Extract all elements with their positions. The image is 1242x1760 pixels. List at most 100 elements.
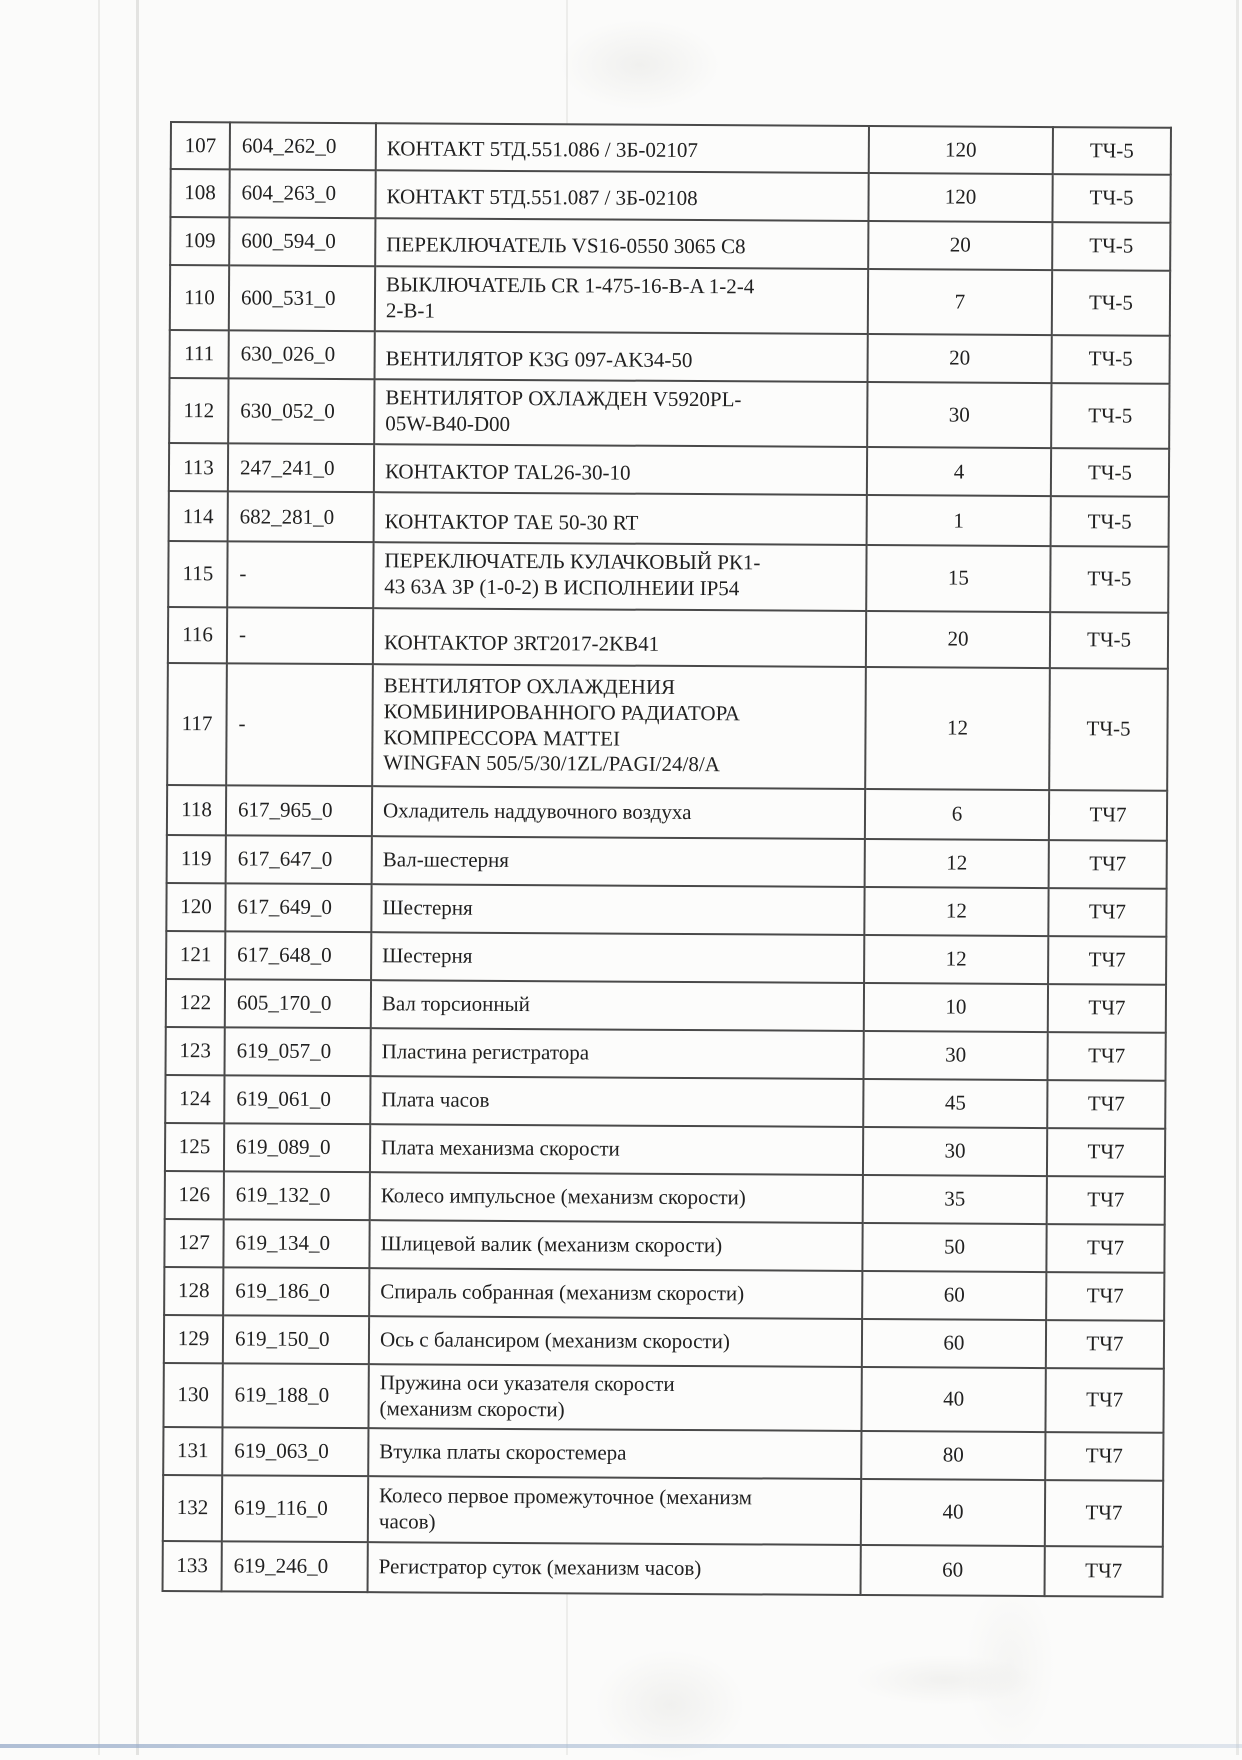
cell-description: Колесо импульсное (механизм скорости)	[369, 1171, 863, 1223]
cell-description: Плата механизма скорости	[369, 1123, 864, 1175]
cell-row-number: 111	[169, 330, 229, 379]
cell-row-number: 107	[170, 122, 230, 170]
cell-part-code: 619_132_0	[223, 1170, 370, 1220]
cell-part-code: 617_648_0	[225, 930, 372, 980]
cell-part-code: 630_026_0	[228, 330, 375, 380]
cell-description: ВЕНТИЛЯТОР ОХЛАЖДЕНИЯ КОМБИНИРОВАННОГО Р…	[372, 663, 866, 789]
cell-row-number: 119	[166, 834, 226, 883]
cell-row-number: 128	[164, 1266, 224, 1315]
scan-streak-right	[1236, 0, 1239, 1755]
scan-page-bottom-edge	[0, 1744, 1242, 1748]
cell-description: Спираль собранная (механизм скорости)	[369, 1267, 863, 1319]
cell-quantity: 40	[860, 1478, 1046, 1546]
cell-row-number: 118	[166, 784, 227, 835]
parts-table-body: 107 604_262_0 КОНТАКТ 5ТД.551.086 / 3Б-021…	[162, 122, 1171, 1597]
cell-depot: ТЧ7	[1047, 1079, 1166, 1129]
table-row: 108 604_263_0 КОНТАКТ 5ТД.551.087 / 3Б-021…	[170, 169, 1171, 223]
table-row: 129 619_150_0 Ось с балансиром (механизм с…	[163, 1314, 1165, 1369]
cell-row-number: 132	[162, 1474, 223, 1541]
table-row: 112 630_052_0 ВЕНТИЛЯТОР ОХЛАЖДЕН V5920PL-…	[169, 378, 1170, 450]
table-row: 128 619_186_0 Спираль собранная (механизм …	[164, 1266, 1165, 1321]
cell-description: Ось с балансиром (механизм скорости)	[368, 1315, 863, 1367]
cell-part-code: 630_052_0	[228, 378, 375, 445]
cell-quantity: 80	[861, 1430, 1046, 1480]
table-row: 124 619_061_0 Плата часов 45 ТЧ7	[165, 1074, 1166, 1129]
cell-part-code: 619_246_0	[221, 1540, 368, 1592]
cell-description: Шлицевой валик (механизм скорости)	[369, 1219, 863, 1271]
cell-part-code: 619_063_0	[222, 1426, 369, 1476]
cell-part-code: 617_647_0	[225, 834, 372, 884]
cell-depot: ТЧ-5	[1050, 496, 1169, 548]
cell-description: Вал торсионный	[370, 979, 865, 1031]
cell-description: Втулка платы скоростемера	[368, 1427, 862, 1479]
cell-depot: ТЧ7	[1044, 1479, 1164, 1547]
cell-description: КОНТАКТОР TAE 50-30 RT	[373, 492, 867, 546]
cell-description: Шестерня	[371, 883, 865, 935]
cell-row-number: 129	[163, 1314, 224, 1363]
cell-row-number: 131	[163, 1426, 223, 1475]
cell-description: КОНТАКТОР 3RT2017-2KB41	[372, 607, 867, 667]
cell-row-number: 130	[163, 1362, 223, 1427]
cell-description: КОНТАКТ 5ТД.551.086 / 3Б-02107	[375, 123, 869, 174]
cell-quantity: 20	[867, 334, 1052, 384]
table-row: 130 619_188_0 Пружина оси указателя скорос…	[163, 1362, 1164, 1433]
cell-quantity: 10	[863, 982, 1049, 1032]
cell-quantity: 6	[864, 788, 1050, 840]
cell-description: ПЕРЕКЛЮЧАТЕЛЬ VS16-0550 3065 C8	[375, 218, 869, 270]
table-row: 107 604_262_0 КОНТАКТ 5ТД.551.086 / 3Б-021…	[170, 122, 1171, 175]
cell-row-number: 112	[169, 378, 229, 444]
cell-row-number: 108	[170, 169, 230, 218]
cell-depot: ТЧ-5	[1049, 667, 1168, 791]
scan-streak-left-outer	[98, 0, 100, 1755]
table-row: 127 619_134_0 Шлицевой валик (механизм ско…	[164, 1218, 1165, 1273]
cell-depot: ТЧ7	[1045, 1367, 1164, 1433]
cell-part-code: 682_281_0	[227, 491, 374, 543]
scan-smudge	[595, 1650, 745, 1760]
cell-depot: ТЧ-5	[1049, 611, 1169, 669]
cell-row-number: 120	[166, 882, 226, 931]
table-row: 120 617_649_0 Шестерня 12 ТЧ7	[166, 882, 1167, 937]
table-row: 115- ПЕРЕКЛЮЧАТЕЛЬ КУЛАЧКОВЫЙ РК1- 43 63А…	[168, 541, 1169, 613]
cell-part-code: 619_089_0	[223, 1122, 371, 1172]
cell-quantity: 30	[867, 382, 1052, 449]
cell-description: Шестерня	[371, 931, 865, 983]
cell-row-number: 122	[165, 978, 226, 1027]
cell-part-code: 619_134_0	[223, 1218, 370, 1268]
cell-description: Пружина оси указателя скорости (механизм…	[368, 1363, 862, 1431]
cell-row-number: 121	[166, 930, 226, 979]
cell-row-number: 124	[165, 1074, 225, 1123]
cell-quantity: 120	[868, 126, 1053, 175]
table-row: 126 619_132_0 Колесо импульсное (механизм …	[164, 1170, 1165, 1225]
cell-depot: ТЧ7	[1046, 1223, 1165, 1273]
table-row: 114 682_281_0 КОНТАКТОР TAE 50-30 RT 1 ТЧ-5	[168, 491, 1169, 548]
cell-quantity: 40	[861, 1366, 1046, 1432]
cell-part-code: 619_188_0	[222, 1362, 369, 1428]
cell-part-code: 619_150_0	[222, 1314, 370, 1364]
cell-depot: ТЧ7	[1044, 1545, 1163, 1597]
cell-depot: ТЧ-5	[1052, 222, 1171, 271]
cell-part-code: 619_186_0	[223, 1266, 370, 1316]
cell-part-code: 604_262_0	[229, 122, 376, 171]
cell-part-code: 619_057_0	[224, 1026, 371, 1076]
cell-description: ВЕНТИЛЯТОР K3G 097-AK34-50	[374, 331, 868, 383]
cell-row-number: 126	[164, 1170, 224, 1219]
cell-quantity: 50	[862, 1222, 1047, 1272]
cell-row-number: 113	[168, 443, 229, 492]
cell-part-code: 619_116_0	[221, 1474, 369, 1542]
table-row: 118 617_965_0 Охладитель наддувочного возд…	[166, 784, 1168, 841]
scan-smudge	[560, 20, 720, 110]
cell-quantity: 4	[866, 447, 1052, 497]
cell-depot: ТЧ7	[1046, 1271, 1165, 1321]
table-row: 121 617_648_0 Шестерня 12 ТЧ7	[166, 930, 1167, 985]
cell-quantity: 60	[862, 1270, 1047, 1320]
cell-quantity: 35	[862, 1174, 1047, 1224]
cell-depot: ТЧ-5	[1052, 174, 1171, 223]
cell-quantity: 60	[860, 1544, 1045, 1596]
cell-quantity: 30	[862, 1126, 1048, 1176]
cell-row-number: 114	[168, 491, 228, 542]
cell-depot: ТЧ7	[1047, 983, 1167, 1033]
cell-description: Охладитель наддувочного воздуха	[371, 785, 866, 839]
cell-depot: ТЧ-5	[1051, 383, 1170, 450]
scan-smudge	[855, 1655, 1035, 1705]
